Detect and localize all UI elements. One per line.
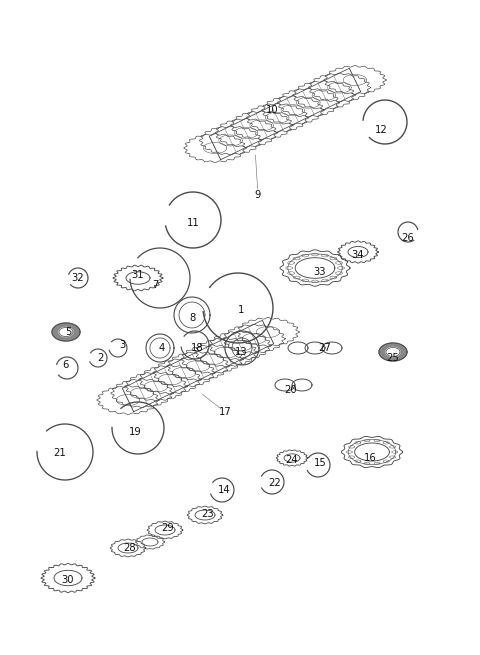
Text: 15: 15 [313,458,326,468]
Text: 25: 25 [386,353,399,363]
Text: 7: 7 [152,280,158,290]
Text: 20: 20 [285,385,297,395]
Text: 22: 22 [269,478,281,488]
Text: 33: 33 [314,267,326,277]
Text: 6: 6 [62,360,68,370]
Text: 5: 5 [65,327,71,337]
Text: 18: 18 [191,343,204,353]
Text: 8: 8 [190,313,196,323]
Text: 12: 12 [374,125,387,135]
Text: 11: 11 [187,218,199,228]
Polygon shape [379,343,407,361]
Text: 9: 9 [255,190,261,200]
Text: 28: 28 [124,543,136,553]
Text: 1: 1 [238,305,244,315]
Text: 31: 31 [132,270,144,280]
Text: 3: 3 [119,340,125,350]
Text: 23: 23 [202,509,214,519]
Text: 21: 21 [54,448,66,458]
Text: 16: 16 [364,453,376,463]
Polygon shape [386,348,400,356]
Text: 30: 30 [62,575,74,585]
Text: 13: 13 [235,347,247,357]
Text: 2: 2 [97,353,103,363]
Text: 34: 34 [352,250,364,260]
Text: 10: 10 [266,105,278,115]
Text: 19: 19 [129,427,142,437]
Text: 32: 32 [72,273,84,283]
Text: 27: 27 [319,343,331,353]
Text: 29: 29 [162,523,174,533]
Text: 24: 24 [286,455,298,465]
Text: 26: 26 [402,233,414,243]
Polygon shape [52,323,80,341]
Text: 4: 4 [159,343,165,353]
Text: 14: 14 [218,485,230,495]
Polygon shape [59,328,73,337]
Text: 17: 17 [218,407,231,417]
